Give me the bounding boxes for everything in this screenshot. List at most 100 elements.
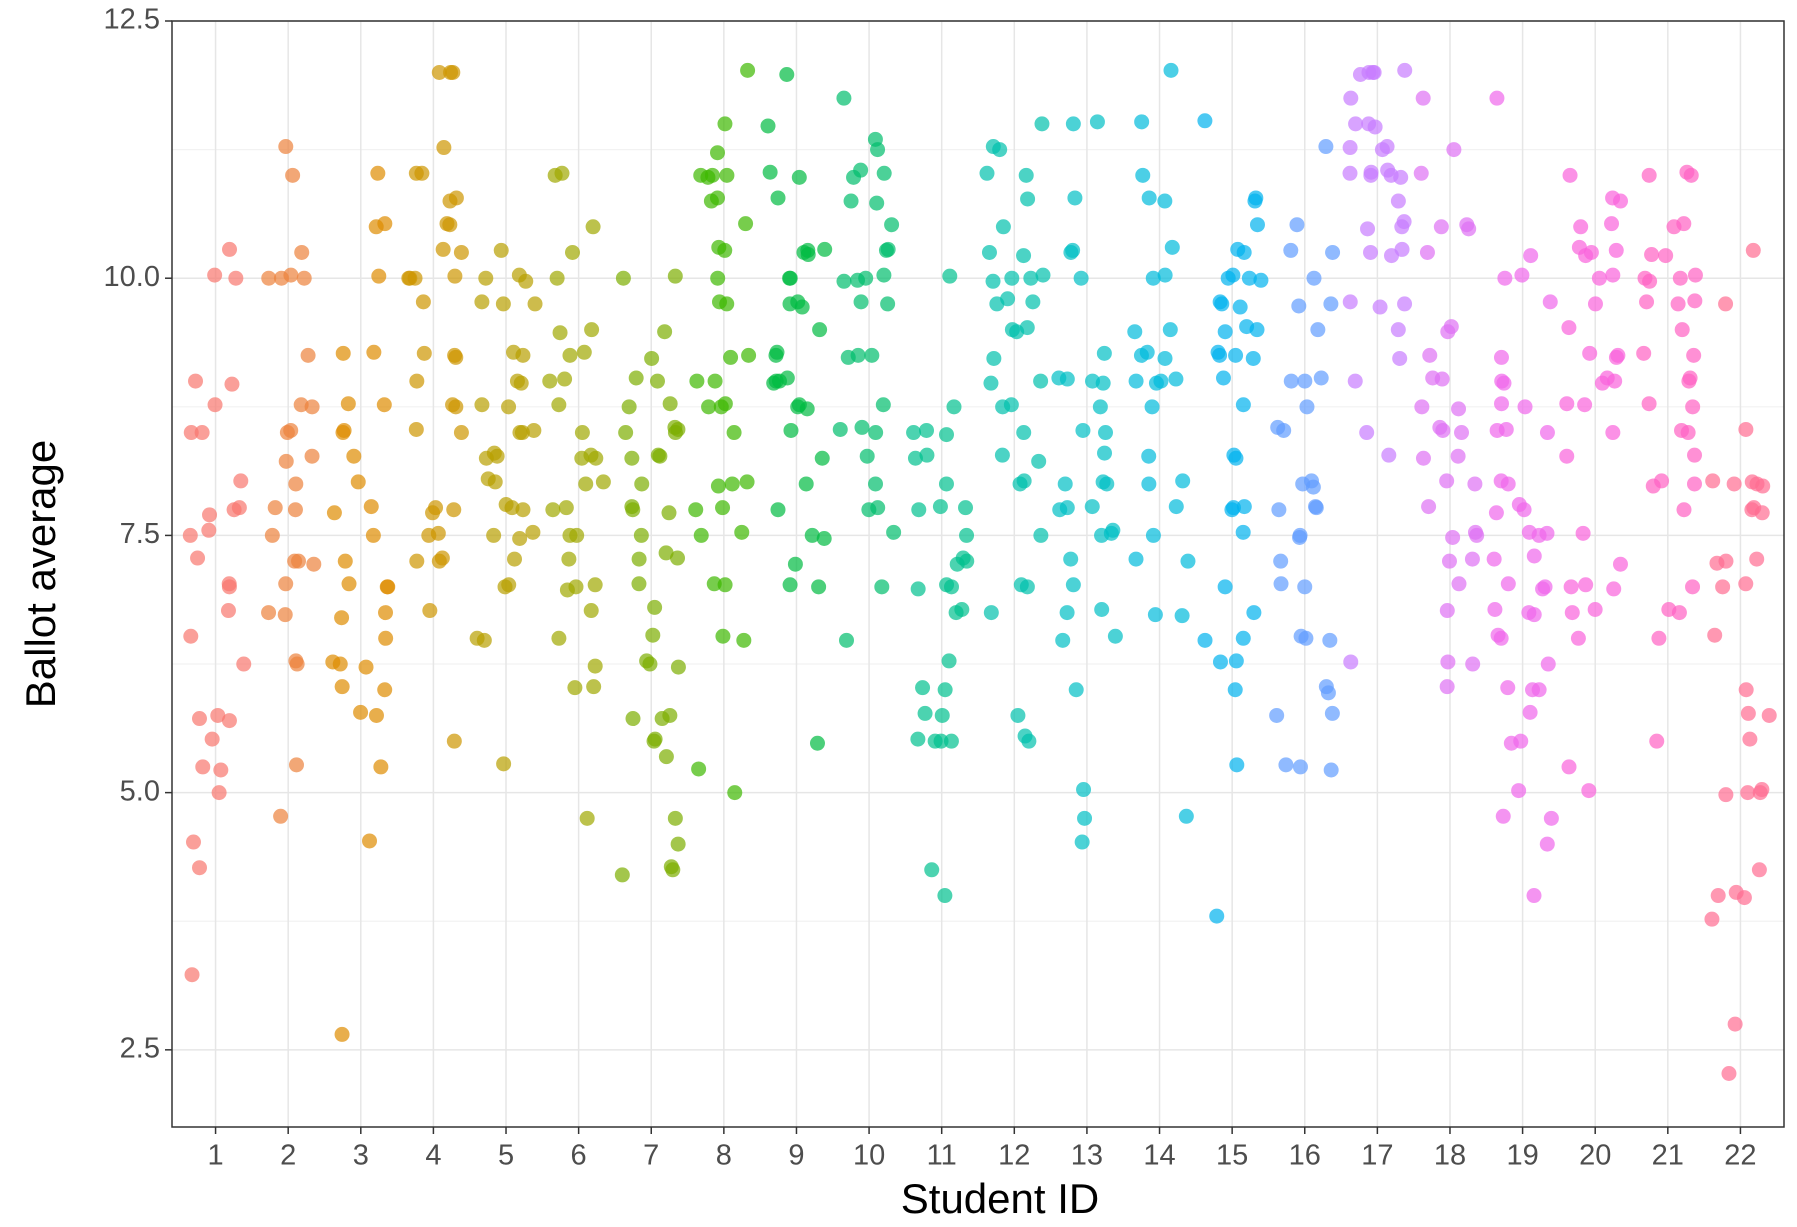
point xyxy=(770,502,786,518)
point xyxy=(476,632,492,648)
point xyxy=(726,425,742,441)
point xyxy=(574,425,590,441)
point xyxy=(557,371,573,387)
point xyxy=(565,244,581,260)
point xyxy=(346,448,362,464)
point xyxy=(334,610,350,626)
point xyxy=(273,808,289,824)
point xyxy=(1390,193,1406,209)
point xyxy=(739,474,755,490)
x-tick-label: 4 xyxy=(425,1140,441,1172)
point xyxy=(906,425,922,441)
point xyxy=(300,347,316,363)
point xyxy=(932,499,948,515)
point xyxy=(402,270,418,286)
point xyxy=(995,399,1011,415)
point xyxy=(667,810,683,826)
point xyxy=(1607,373,1623,389)
point xyxy=(1559,448,1575,464)
point xyxy=(415,294,431,310)
point xyxy=(1707,627,1723,643)
point xyxy=(1097,445,1113,461)
point xyxy=(717,242,733,258)
point xyxy=(843,193,859,209)
point xyxy=(1107,628,1123,644)
point xyxy=(1587,601,1603,617)
point xyxy=(211,785,227,801)
point xyxy=(587,658,603,674)
point xyxy=(350,474,366,490)
point xyxy=(1487,601,1503,617)
point xyxy=(1094,527,1110,543)
point xyxy=(1685,399,1701,415)
point xyxy=(1128,373,1144,389)
point xyxy=(667,425,683,441)
point xyxy=(1493,630,1509,646)
point xyxy=(373,759,389,775)
point xyxy=(782,296,798,312)
point xyxy=(1651,630,1667,646)
point xyxy=(917,705,933,721)
point xyxy=(840,349,856,365)
point xyxy=(647,599,663,615)
point xyxy=(832,421,848,437)
point xyxy=(1127,324,1143,340)
point xyxy=(642,656,658,672)
point xyxy=(1761,707,1777,723)
point xyxy=(944,579,960,595)
point xyxy=(1004,270,1020,286)
point xyxy=(1422,347,1438,363)
point xyxy=(366,344,382,360)
point xyxy=(670,550,686,566)
point xyxy=(1324,705,1340,721)
point xyxy=(595,474,611,490)
point xyxy=(1092,399,1108,415)
point xyxy=(1489,90,1505,106)
point xyxy=(1439,603,1455,619)
x-tick-label: 14 xyxy=(1143,1140,1175,1172)
point xyxy=(1009,324,1025,340)
point xyxy=(380,579,396,595)
point xyxy=(497,579,513,595)
point xyxy=(306,556,322,572)
point xyxy=(1245,350,1261,366)
point xyxy=(1229,757,1245,773)
point xyxy=(707,373,723,389)
point xyxy=(1561,320,1577,336)
point xyxy=(1094,601,1110,617)
x-tick-label: 6 xyxy=(571,1140,587,1172)
point xyxy=(267,500,283,516)
point xyxy=(1639,294,1655,310)
point xyxy=(515,502,531,518)
point xyxy=(1063,551,1079,567)
point xyxy=(201,522,217,538)
point xyxy=(422,603,438,619)
point xyxy=(547,167,563,183)
point xyxy=(585,219,601,235)
point xyxy=(443,64,459,80)
point xyxy=(1164,239,1180,255)
point xyxy=(1738,421,1754,437)
point xyxy=(1076,782,1092,798)
point xyxy=(658,749,674,765)
point xyxy=(875,397,891,413)
point xyxy=(1273,576,1289,592)
point xyxy=(1495,808,1511,824)
x-tick-label: 8 xyxy=(716,1140,732,1172)
point xyxy=(658,545,674,561)
point xyxy=(631,551,647,567)
point xyxy=(1025,294,1041,310)
point xyxy=(814,450,830,466)
point xyxy=(559,582,575,598)
point xyxy=(958,500,974,516)
point xyxy=(1235,524,1251,540)
point xyxy=(1469,527,1485,543)
point xyxy=(1751,862,1767,878)
point xyxy=(910,731,926,747)
point xyxy=(185,834,201,850)
point xyxy=(1363,167,1379,183)
point xyxy=(552,325,568,341)
point xyxy=(1672,270,1688,286)
point xyxy=(1289,217,1305,233)
